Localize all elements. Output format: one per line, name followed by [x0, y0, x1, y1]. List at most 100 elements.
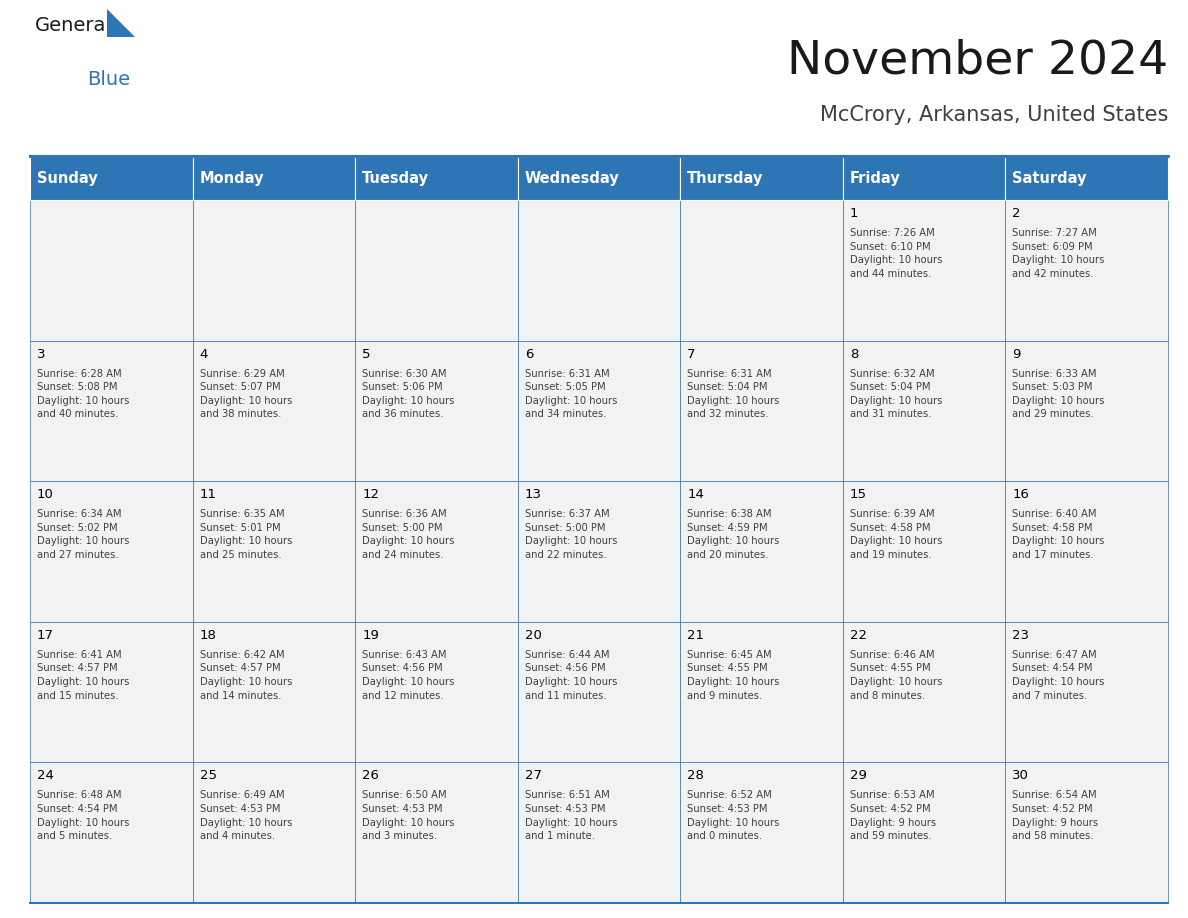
Bar: [192, 763, 355, 903]
Text: 11: 11: [200, 488, 216, 501]
Text: 30: 30: [1012, 769, 1029, 782]
Bar: [30, 156, 192, 200]
Bar: [192, 621, 355, 763]
Text: Sunrise: 6:33 AM
Sunset: 5:03 PM
Daylight: 10 hours
and 29 minutes.: Sunrise: 6:33 AM Sunset: 5:03 PM Dayligh…: [1012, 369, 1105, 420]
Text: Sunrise: 6:37 AM
Sunset: 5:00 PM
Daylight: 10 hours
and 22 minutes.: Sunrise: 6:37 AM Sunset: 5:00 PM Dayligh…: [525, 509, 617, 560]
Text: Sunrise: 7:27 AM
Sunset: 6:09 PM
Daylight: 10 hours
and 42 minutes.: Sunrise: 7:27 AM Sunset: 6:09 PM Dayligh…: [1012, 228, 1105, 279]
Text: Sunrise: 6:35 AM
Sunset: 5:01 PM
Daylight: 10 hours
and 25 minutes.: Sunrise: 6:35 AM Sunset: 5:01 PM Dayligh…: [200, 509, 292, 560]
Bar: [355, 481, 518, 621]
Text: Sunrise: 7:26 AM
Sunset: 6:10 PM
Daylight: 10 hours
and 44 minutes.: Sunrise: 7:26 AM Sunset: 6:10 PM Dayligh…: [849, 228, 942, 279]
Text: Sunrise: 6:44 AM
Sunset: 4:56 PM
Daylight: 10 hours
and 11 minutes.: Sunrise: 6:44 AM Sunset: 4:56 PM Dayligh…: [525, 650, 617, 700]
Bar: [30, 621, 192, 763]
Bar: [355, 156, 518, 200]
Bar: [681, 763, 842, 903]
Text: Sunrise: 6:34 AM
Sunset: 5:02 PM
Daylight: 10 hours
and 27 minutes.: Sunrise: 6:34 AM Sunset: 5:02 PM Dayligh…: [37, 509, 129, 560]
Bar: [518, 481, 681, 621]
Text: 9: 9: [1012, 348, 1020, 361]
Text: Sunrise: 6:31 AM
Sunset: 5:05 PM
Daylight: 10 hours
and 34 minutes.: Sunrise: 6:31 AM Sunset: 5:05 PM Dayligh…: [525, 369, 617, 420]
Text: 29: 29: [849, 769, 867, 782]
Bar: [518, 156, 681, 200]
Bar: [1005, 481, 1168, 621]
Text: 3: 3: [37, 348, 45, 361]
Text: Saturday: Saturday: [1012, 171, 1087, 185]
Bar: [355, 200, 518, 341]
Text: Sunrise: 6:49 AM
Sunset: 4:53 PM
Daylight: 10 hours
and 4 minutes.: Sunrise: 6:49 AM Sunset: 4:53 PM Dayligh…: [200, 790, 292, 841]
Text: 6: 6: [525, 348, 533, 361]
Text: Sunrise: 6:43 AM
Sunset: 4:56 PM
Daylight: 10 hours
and 12 minutes.: Sunrise: 6:43 AM Sunset: 4:56 PM Dayligh…: [362, 650, 455, 700]
Text: Sunrise: 6:48 AM
Sunset: 4:54 PM
Daylight: 10 hours
and 5 minutes.: Sunrise: 6:48 AM Sunset: 4:54 PM Dayligh…: [37, 790, 129, 841]
Bar: [355, 763, 518, 903]
Bar: [1005, 200, 1168, 341]
Text: 18: 18: [200, 629, 216, 642]
Text: Thursday: Thursday: [688, 171, 764, 185]
Text: 1: 1: [849, 207, 859, 220]
Text: Sunrise: 6:41 AM
Sunset: 4:57 PM
Daylight: 10 hours
and 15 minutes.: Sunrise: 6:41 AM Sunset: 4:57 PM Dayligh…: [37, 650, 129, 700]
Text: Sunrise: 6:32 AM
Sunset: 5:04 PM
Daylight: 10 hours
and 31 minutes.: Sunrise: 6:32 AM Sunset: 5:04 PM Dayligh…: [849, 369, 942, 420]
Text: Sunrise: 6:53 AM
Sunset: 4:52 PM
Daylight: 9 hours
and 59 minutes.: Sunrise: 6:53 AM Sunset: 4:52 PM Dayligh…: [849, 790, 936, 841]
Bar: [842, 763, 1005, 903]
Bar: [842, 481, 1005, 621]
Text: Sunday: Sunday: [37, 171, 97, 185]
Bar: [30, 341, 192, 481]
Bar: [518, 621, 681, 763]
Text: 19: 19: [362, 629, 379, 642]
Text: 23: 23: [1012, 629, 1030, 642]
Text: 21: 21: [688, 629, 704, 642]
Text: Sunrise: 6:47 AM
Sunset: 4:54 PM
Daylight: 10 hours
and 7 minutes.: Sunrise: 6:47 AM Sunset: 4:54 PM Dayligh…: [1012, 650, 1105, 700]
Text: 7: 7: [688, 348, 696, 361]
Text: 16: 16: [1012, 488, 1029, 501]
Text: 4: 4: [200, 348, 208, 361]
Bar: [518, 341, 681, 481]
Bar: [192, 481, 355, 621]
Bar: [355, 341, 518, 481]
Text: Sunrise: 6:28 AM
Sunset: 5:08 PM
Daylight: 10 hours
and 40 minutes.: Sunrise: 6:28 AM Sunset: 5:08 PM Dayligh…: [37, 369, 129, 420]
Text: 25: 25: [200, 769, 216, 782]
Bar: [1005, 763, 1168, 903]
Bar: [30, 200, 192, 341]
Bar: [192, 200, 355, 341]
Text: Sunrise: 6:39 AM
Sunset: 4:58 PM
Daylight: 10 hours
and 19 minutes.: Sunrise: 6:39 AM Sunset: 4:58 PM Dayligh…: [849, 509, 942, 560]
Text: Wednesday: Wednesday: [525, 171, 619, 185]
Text: 8: 8: [849, 348, 858, 361]
Bar: [681, 156, 842, 200]
Bar: [30, 481, 192, 621]
Bar: [518, 200, 681, 341]
Bar: [30, 763, 192, 903]
Text: Sunrise: 6:36 AM
Sunset: 5:00 PM
Daylight: 10 hours
and 24 minutes.: Sunrise: 6:36 AM Sunset: 5:00 PM Dayligh…: [362, 509, 455, 560]
Bar: [518, 763, 681, 903]
Text: 20: 20: [525, 629, 542, 642]
Text: 22: 22: [849, 629, 867, 642]
Text: Blue: Blue: [87, 70, 131, 89]
Bar: [842, 200, 1005, 341]
Text: Sunrise: 6:29 AM
Sunset: 5:07 PM
Daylight: 10 hours
and 38 minutes.: Sunrise: 6:29 AM Sunset: 5:07 PM Dayligh…: [200, 369, 292, 420]
Text: 26: 26: [362, 769, 379, 782]
Text: 27: 27: [525, 769, 542, 782]
Text: 13: 13: [525, 488, 542, 501]
Text: November 2024: November 2024: [786, 38, 1168, 83]
Text: Sunrise: 6:54 AM
Sunset: 4:52 PM
Daylight: 9 hours
and 58 minutes.: Sunrise: 6:54 AM Sunset: 4:52 PM Dayligh…: [1012, 790, 1099, 841]
Text: Sunrise: 6:51 AM
Sunset: 4:53 PM
Daylight: 10 hours
and 1 minute.: Sunrise: 6:51 AM Sunset: 4:53 PM Dayligh…: [525, 790, 617, 841]
Text: General: General: [34, 16, 112, 35]
Text: Tuesday: Tuesday: [362, 171, 429, 185]
Bar: [681, 621, 842, 763]
Bar: [842, 341, 1005, 481]
Bar: [192, 156, 355, 200]
Text: 5: 5: [362, 348, 371, 361]
Text: 15: 15: [849, 488, 867, 501]
Bar: [355, 621, 518, 763]
Text: Sunrise: 6:38 AM
Sunset: 4:59 PM
Daylight: 10 hours
and 20 minutes.: Sunrise: 6:38 AM Sunset: 4:59 PM Dayligh…: [688, 509, 779, 560]
Text: 12: 12: [362, 488, 379, 501]
Text: Sunrise: 6:40 AM
Sunset: 4:58 PM
Daylight: 10 hours
and 17 minutes.: Sunrise: 6:40 AM Sunset: 4:58 PM Dayligh…: [1012, 509, 1105, 560]
Bar: [192, 341, 355, 481]
Text: 17: 17: [37, 629, 53, 642]
Text: 2: 2: [1012, 207, 1020, 220]
Bar: [1005, 156, 1168, 200]
Bar: [1005, 341, 1168, 481]
Text: Sunrise: 6:52 AM
Sunset: 4:53 PM
Daylight: 10 hours
and 0 minutes.: Sunrise: 6:52 AM Sunset: 4:53 PM Dayligh…: [688, 790, 779, 841]
Text: Sunrise: 6:50 AM
Sunset: 4:53 PM
Daylight: 10 hours
and 3 minutes.: Sunrise: 6:50 AM Sunset: 4:53 PM Dayligh…: [362, 790, 455, 841]
Text: 10: 10: [37, 488, 53, 501]
Bar: [1005, 621, 1168, 763]
Text: Monday: Monday: [200, 171, 264, 185]
Text: 28: 28: [688, 769, 704, 782]
Text: McCrory, Arkansas, United States: McCrory, Arkansas, United States: [820, 105, 1168, 125]
